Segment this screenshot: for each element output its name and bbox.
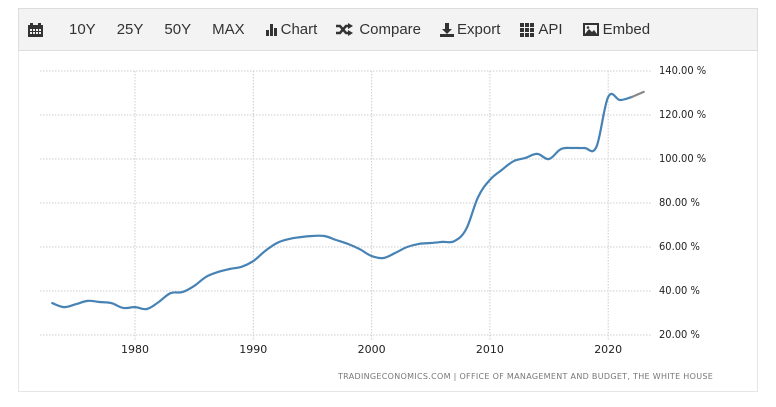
x-tick-label: 2020	[594, 343, 623, 356]
range-10y-button[interactable]: 10Y	[69, 21, 96, 38]
range-max-button[interactable]: MAX	[212, 21, 245, 38]
y-tick-label: 100.00 %	[659, 152, 707, 165]
y-tick-label: 140.00 %	[659, 64, 707, 77]
calendar-button[interactable]	[28, 22, 47, 37]
y-tick-label: 60.00 %	[659, 240, 700, 253]
chart-gridlines	[40, 70, 652, 341]
compare-label: Compare	[359, 21, 422, 38]
x-tick-label: 2000	[357, 343, 386, 356]
debt-to-gdp-line[interactable]	[51, 92, 633, 311]
range-10y-label: 10Y	[69, 21, 96, 38]
x-tick-label: 1980	[121, 343, 149, 356]
x-tick-label: 2010	[475, 343, 504, 356]
range-25y-button[interactable]: 25Y	[117, 21, 144, 38]
range-25y-label: 25Y	[116, 21, 144, 38]
api-button[interactable]: API	[520, 21, 563, 38]
export-label: Export	[457, 21, 501, 38]
chart-label: Chart	[280, 21, 318, 38]
y-tick-label: 20.00 %	[659, 328, 700, 341]
range-50y-label: 50Y	[164, 21, 192, 38]
y-tick-label: 120.00 %	[659, 108, 707, 121]
chart-type-button[interactable]: Chart	[265, 21, 318, 38]
range-max-label: MAX	[212, 21, 245, 38]
embed-button[interactable]: Embed	[582, 21, 651, 38]
download-icon	[440, 22, 455, 37]
image-icon	[582, 23, 599, 36]
bar-chart-icon	[265, 23, 278, 37]
x-tick-label: 1990	[239, 343, 268, 356]
source-credit: TRADINGECONOMICS.COM | OFFICE OF MANAGEM…	[338, 372, 714, 381]
chart-toolbar: 10Y 25Y 50Y MAX Chart Compare Export API…	[18, 8, 758, 51]
api-label: API	[538, 21, 563, 38]
calendar-icon	[28, 22, 43, 37]
shuffle-icon	[336, 23, 354, 36]
y-tick-label: 80.00 %	[659, 196, 700, 209]
range-50y-button[interactable]: 50Y	[164, 21, 191, 38]
compare-button[interactable]: Compare	[336, 21, 421, 38]
forecast-line[interactable]	[630, 90, 645, 99]
export-button[interactable]: Export	[440, 21, 500, 38]
grid-icon	[520, 22, 535, 37]
embed-label: Embed	[602, 21, 651, 38]
y-tick-label: 40.00 %	[659, 284, 700, 297]
